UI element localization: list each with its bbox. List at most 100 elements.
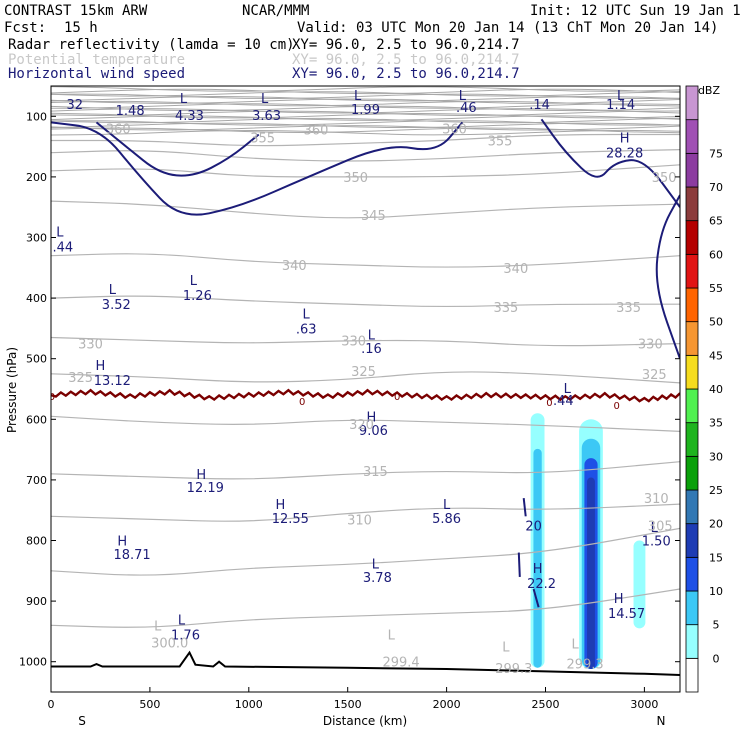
colorbar-box — [686, 658, 698, 692]
annotation-navy-19: L — [109, 283, 117, 298]
x-tick-label: 2000 — [433, 698, 461, 711]
annotation-gray-63: 330 — [341, 335, 366, 350]
header-init: Init: 12 UTC Sun 19 Jan 14 — [530, 3, 740, 19]
y-tick-label: 500 — [26, 353, 47, 366]
annotation-navy-20: 3.52 — [102, 298, 131, 313]
colorbar-box — [686, 86, 698, 120]
annotation-gray-68: 320 — [349, 418, 374, 433]
annotation-gray-72: 305 — [648, 519, 673, 534]
x-tick-label: 1000 — [235, 698, 263, 711]
field-name-reflectivity: Radar reflectivity (lamda = 10 cm) — [8, 37, 295, 53]
annotation-gray-57: 345 — [361, 209, 386, 224]
x-tick-label: 3000 — [630, 698, 658, 711]
annotation-gray-64: 330 — [638, 338, 663, 353]
endpoint-left: S — [78, 714, 86, 728]
annotation-navy-45: 22.2 — [527, 577, 556, 592]
colorbar-label: 20 — [709, 518, 723, 531]
header-title: CONTRAST 15km ARW — [4, 3, 148, 19]
wind-contour-20-3 — [657, 195, 680, 359]
colorbar-label: 60 — [709, 248, 723, 261]
colorbar-box — [686, 456, 698, 490]
annotation-gray-61: 335 — [616, 301, 641, 316]
colorbar: dBZ 0 5 10 15 20 25 30 35 40 45 50 55 60 65 70 75 — [686, 84, 723, 692]
annotation-navy-47: 14.57 — [608, 607, 645, 622]
annotation-navy-25: H — [96, 359, 106, 374]
header: CONTRAST 15km ARW Fcst: 15 h NCAR/MMM In… — [4, 3, 740, 82]
colorbar-box — [686, 322, 698, 356]
colorbar-label: 15 — [709, 551, 723, 564]
colorbar-box — [686, 187, 698, 221]
y-axis-title: Pressure (hPa) — [5, 347, 19, 433]
theta-contour-340 — [51, 254, 680, 267]
y-tick-label: 1000 — [19, 656, 47, 669]
colorbar-label: 10 — [709, 585, 723, 598]
zero-degree-isotherm — [51, 390, 680, 401]
annotation-gray-77: L — [502, 641, 510, 656]
annotation-gray-73: L — [154, 619, 162, 634]
y-tick-label: 900 — [26, 595, 47, 608]
colorbar-label: 45 — [709, 349, 723, 362]
colorbar-label: 75 — [709, 147, 723, 160]
annotation-gray-76: 299.4 — [382, 656, 419, 671]
annotation-navy-22: .63 — [296, 322, 317, 337]
annotation-gray-51: 355 — [250, 132, 275, 147]
annotation-navy-13: H — [620, 132, 630, 147]
wind-contour-segment-0 — [524, 498, 526, 516]
annotation-gray-53: 360 — [442, 122, 467, 137]
reflectivity-cell-1-level-4 — [587, 478, 595, 669]
annotation-navy-3: 4.33 — [175, 109, 204, 124]
annotation-navy-14: 28.28 — [606, 147, 643, 162]
endpoint-right: N — [657, 714, 666, 728]
zero-degree-isotherm-layer — [51, 390, 680, 401]
colorbar-box — [686, 423, 698, 457]
annotation-navy-17: L — [190, 274, 198, 289]
annotation-gray-54: 355 — [488, 135, 513, 150]
theta-band-line — [51, 87, 680, 92]
annotation-navy-0: 32 — [66, 98, 83, 113]
theta-contour-355 — [51, 150, 680, 161]
x-axis-title: Distance (km) — [323, 714, 407, 728]
x-tick-label: 2500 — [531, 698, 559, 711]
colorbar-box — [686, 355, 698, 389]
annotation-navy-2: L — [180, 92, 188, 107]
y-tick-label: 400 — [26, 292, 47, 305]
reflectivity-layer — [531, 413, 646, 669]
colorbar-label: 55 — [709, 282, 723, 295]
y-tick-label: 700 — [26, 474, 47, 487]
colorbar-box — [686, 524, 698, 558]
annotation-gray-70: 310 — [347, 513, 372, 528]
colorbar-box — [686, 490, 698, 524]
annotation-red-82: 0 — [394, 392, 400, 403]
annotation-gray-79: L — [572, 638, 580, 653]
annotation-gray-62: 330 — [78, 338, 103, 353]
colorbar-box — [686, 120, 698, 154]
header-valid: Valid: 03 UTC Mon 20 Jan 14 (13 ChT Mon … — [297, 20, 718, 36]
annotation-gray-56: 350 — [652, 171, 677, 186]
annotation-navy-26: 13.12 — [94, 374, 131, 389]
colorbar-label: 50 — [709, 316, 723, 329]
colorbar-box — [686, 625, 698, 659]
annotation-gray-60: 335 — [494, 301, 519, 316]
annotation-navy-41: 18.71 — [113, 548, 150, 563]
annotation-navy-9: .46 — [456, 101, 477, 116]
annotation-navy-46: H — [614, 592, 624, 607]
annotation-navy-4: L — [261, 92, 269, 107]
annotation-navy-21: L — [303, 307, 311, 322]
y-tick-label: 200 — [26, 171, 47, 184]
annotation-gray-67: 325 — [642, 368, 667, 383]
annotation-red-85: 0 — [614, 401, 620, 412]
y-tick-label: 800 — [26, 535, 47, 548]
colorbar-box — [686, 221, 698, 255]
annotation-navy-5: 3.63 — [252, 109, 281, 124]
colorbar-box — [686, 153, 698, 187]
annotation-navy-1: 1.48 — [116, 104, 145, 119]
annotation-gray-59: 340 — [503, 262, 528, 277]
colorbar-box — [686, 389, 698, 423]
annotation-gray-50: 360 — [106, 122, 131, 137]
annotation-gray-65: 325 — [68, 371, 93, 386]
annotation-gray-74: 300.0 — [151, 636, 188, 651]
colorbar-label: 40 — [709, 383, 723, 396]
colorbar-box — [686, 288, 698, 322]
field-xy-wind: XY= 96.0, 2.5 to 96.0,214.7 — [292, 66, 520, 82]
annotation-red-83: 0 — [299, 397, 305, 408]
